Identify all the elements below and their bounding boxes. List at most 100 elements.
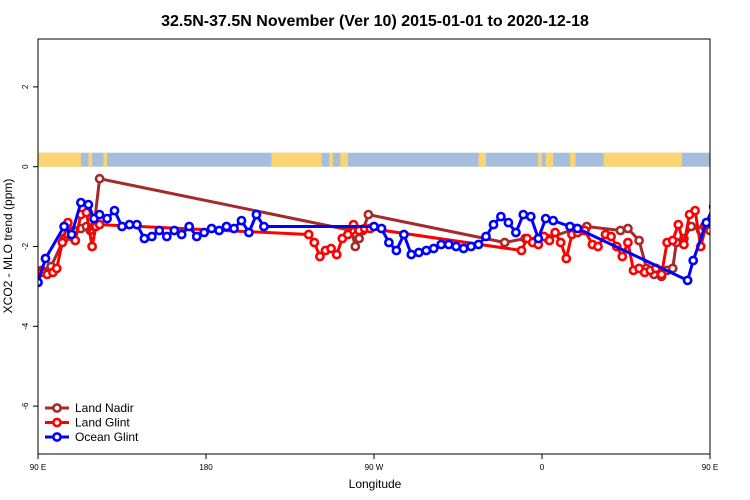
land-segment <box>271 152 322 167</box>
data-point <box>561 253 572 264</box>
data-point <box>161 231 172 242</box>
data-point <box>481 231 491 242</box>
x-tick-label: 90 E <box>702 463 718 472</box>
land-segment <box>340 152 348 167</box>
data-point <box>154 225 165 236</box>
data-point <box>184 221 195 232</box>
data-point <box>421 245 432 256</box>
land-ocean-band <box>38 152 738 167</box>
data-point <box>354 233 364 244</box>
data-point <box>488 219 499 230</box>
data-point <box>516 245 527 256</box>
y-tick-label: 0 <box>21 164 30 169</box>
land-segment <box>710 153 738 167</box>
data-point <box>443 239 454 250</box>
data-point <box>458 243 469 254</box>
data-point <box>623 237 633 248</box>
data-point <box>176 229 187 240</box>
data-point <box>376 223 387 234</box>
data-point <box>565 221 575 232</box>
legend-label: Land Glint <box>75 416 130 430</box>
data-point <box>131 219 142 230</box>
data-point <box>679 239 689 250</box>
data-point <box>40 253 51 264</box>
legend-label: Ocean Glint <box>75 430 139 444</box>
data-point <box>436 239 447 250</box>
data-point <box>593 241 603 252</box>
data-point <box>331 249 342 260</box>
series-ocean-glint <box>38 197 745 288</box>
data-point <box>550 227 560 238</box>
data-point <box>191 231 202 242</box>
data-point <box>76 197 86 208</box>
data-point <box>714 223 721 230</box>
data-point <box>723 225 730 232</box>
legend-marker <box>52 403 62 413</box>
y-tick-label: -6 <box>21 402 30 410</box>
data-point <box>690 205 700 216</box>
data-point <box>309 237 320 248</box>
x-axis: 90 E 180 90 W 0 90 E <box>30 454 718 472</box>
data-point <box>139 233 150 244</box>
data-point <box>518 209 529 220</box>
data-point <box>342 229 353 240</box>
data-point <box>451 241 461 252</box>
data-point <box>258 221 269 232</box>
data-point <box>738 207 745 214</box>
legend-label: Land Nadir <box>75 401 134 415</box>
data-point <box>682 275 693 286</box>
data-point <box>533 233 544 244</box>
data-point <box>499 237 510 248</box>
data-point <box>406 249 417 260</box>
data-point <box>540 213 551 224</box>
data-point <box>236 215 247 226</box>
data-point <box>544 235 555 246</box>
chart-title: 32.5N-37.5N November (Ver 10) 2015-01-01… <box>161 13 589 30</box>
data-point <box>243 227 254 238</box>
land-segment <box>603 152 682 167</box>
data-point <box>617 251 628 262</box>
data-point <box>59 221 69 232</box>
data-point <box>495 211 506 222</box>
data-point <box>109 205 120 216</box>
data-point <box>727 205 734 212</box>
data-point <box>206 223 217 234</box>
data-point <box>473 239 484 250</box>
data-point <box>623 223 633 234</box>
plot-frame <box>37 38 711 455</box>
x-tick-label: 180 <box>199 463 213 472</box>
data-point <box>383 237 394 248</box>
data-point <box>391 245 402 256</box>
land-segment <box>478 152 486 167</box>
data-point <box>303 229 314 240</box>
legend-marker <box>52 432 62 442</box>
data-point <box>548 215 559 226</box>
data-point <box>94 209 105 220</box>
y-tick-label: -4 <box>21 322 30 330</box>
data-point <box>716 199 723 206</box>
data-point <box>87 241 97 252</box>
data-point <box>221 221 232 232</box>
y-axis: -6 -4 -2 0 2 <box>21 84 38 410</box>
land-segment <box>103 152 108 167</box>
data-point <box>714 223 721 230</box>
land-segment <box>88 152 93 167</box>
data-point <box>66 229 77 240</box>
land-segment <box>538 152 542 167</box>
data-point <box>350 241 361 252</box>
data-point <box>214 225 224 236</box>
land-segment <box>570 152 576 167</box>
land-segment <box>545 152 554 167</box>
data-point <box>721 217 728 224</box>
data-point <box>656 269 667 280</box>
data-point <box>688 255 699 266</box>
data-point <box>701 217 710 228</box>
data-point <box>734 175 741 182</box>
data-point <box>199 227 209 238</box>
data-point <box>251 209 262 220</box>
data-point <box>673 219 684 230</box>
legend-entry: Ocean Glint <box>45 430 139 444</box>
